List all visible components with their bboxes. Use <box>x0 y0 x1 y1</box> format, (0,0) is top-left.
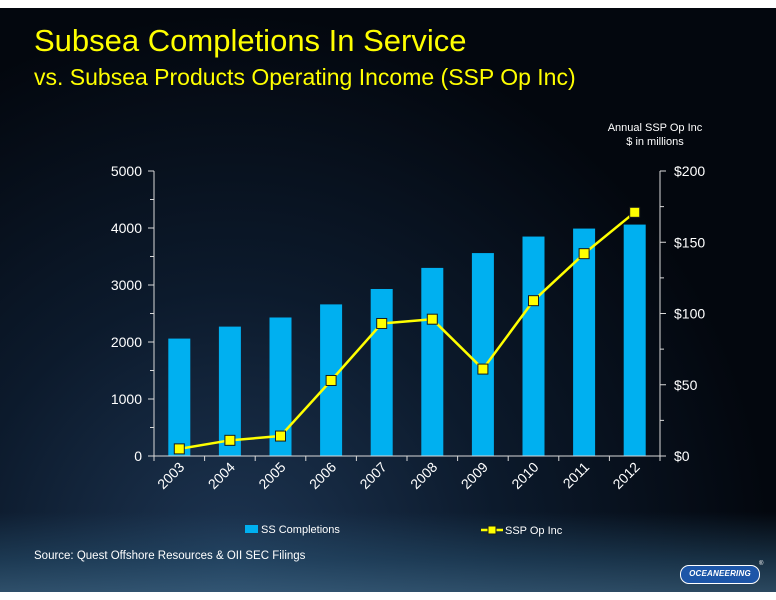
x-tick-label-2003: 2003 <box>154 459 187 492</box>
bar-2011 <box>573 228 596 456</box>
legend: SS Completions SSP Op Inc <box>245 524 563 537</box>
bar-2010 <box>522 236 545 456</box>
x-tick-label-2006: 2006 <box>306 459 339 492</box>
ssp-op-inc-marker-2005 <box>275 430 286 442</box>
legend-label-ss-completions: SS Completions <box>261 524 340 536</box>
legend-swatch-ss-completions <box>245 525 258 533</box>
chart-subtitle: vs. Subsea Products Operating Income (SS… <box>34 64 576 90</box>
bar-2004 <box>218 326 241 456</box>
registered-mark: ® <box>759 561 764 567</box>
x-tick-label-2010: 2010 <box>508 459 541 492</box>
legend-marker-ssp-op-inc <box>487 525 497 535</box>
oceaneering-logo: OCEANEERING <box>680 565 760 584</box>
left-tick-label: 0 <box>134 448 142 464</box>
ssp-op-inc-marker-2003 <box>173 443 185 455</box>
right-axis-note-line-2: $ in millions <box>626 136 684 148</box>
axes-group <box>148 170 666 461</box>
ssp-op-inc-marker-2011 <box>578 248 590 260</box>
slide-background <box>0 8 776 592</box>
ssp-op-inc-marker-2009 <box>477 363 489 375</box>
left-tick-label: 2000 <box>111 334 142 350</box>
x-tick-label-2007: 2007 <box>356 459 389 492</box>
x-tick-label-2011: 2011 <box>560 459 593 492</box>
bar-2007 <box>370 288 393 456</box>
chart-title: Subsea Completions In Service <box>34 23 467 58</box>
ssp-op-inc-marker-2010 <box>528 295 539 307</box>
x-tick-label-2004: 2004 <box>205 459 238 492</box>
right-tick-label: $100 <box>674 306 705 322</box>
ssp-op-inc-marker-2007 <box>376 317 388 329</box>
source-note: Source: Quest Offshore Resources & OII S… <box>34 550 306 562</box>
left-tick-label: 5000 <box>111 163 142 179</box>
bar-2003 <box>168 338 191 456</box>
right-axis-note-line-1: Annual SSP Op Inc <box>607 122 703 134</box>
left-tick-label: 1000 <box>111 391 142 407</box>
bars-group <box>168 224 646 456</box>
x-tick-label-2009: 2009 <box>458 459 491 492</box>
ssp-op-inc-marker-2012 <box>629 206 641 218</box>
line-series-group <box>173 206 641 455</box>
x-tick-label-2008: 2008 <box>407 459 440 492</box>
left-tick-label: 4000 <box>111 220 142 236</box>
ssp-op-inc-marker-2008 <box>426 313 438 325</box>
seafloor-background <box>0 512 776 592</box>
legend-label-ssp-op-inc: SSP Op Inc <box>505 525 563 537</box>
right-tick-label: $200 <box>674 163 705 179</box>
right-tick-label: $150 <box>674 234 705 250</box>
ssp-op-inc-marker-2004 <box>224 434 236 446</box>
x-tick-label-2012: 2012 <box>609 459 642 492</box>
ssp-op-inc-marker-2006 <box>325 374 337 386</box>
bar-2005 <box>269 317 292 456</box>
ssp-op-inc-line <box>179 211 636 451</box>
bar-2012 <box>623 224 646 456</box>
bar-2008 <box>421 267 444 456</box>
x-tick-label-2005: 2005 <box>255 459 288 492</box>
bar-2009 <box>471 253 494 456</box>
right-tick-label: $0 <box>674 448 690 464</box>
left-tick-label: 3000 <box>111 277 142 293</box>
right-tick-label: $50 <box>674 377 698 393</box>
tick-labels-group: 0 1000 2000 3000 4000 5000 $0 $50 $100 $150 $200 20… <box>111 163 706 492</box>
